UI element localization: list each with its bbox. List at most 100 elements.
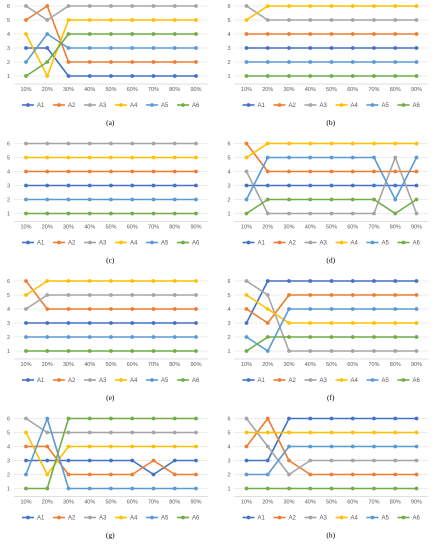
data-point-a2 [350, 169, 355, 174]
x-tick-label: 80% [390, 225, 401, 231]
data-point-a4 [130, 444, 135, 449]
legend-label: A2 [68, 103, 76, 109]
legend-marker [308, 240, 313, 245]
data-point-a4 [287, 430, 291, 435]
legend-label: A5 [382, 241, 390, 247]
data-point-a4 [393, 430, 398, 435]
data-point-a4 [393, 4, 398, 8]
data-point-a2 [87, 307, 92, 311]
data-point-a6 [287, 74, 291, 78]
data-point-a1 [24, 183, 28, 188]
y-tick-label: 6 [227, 4, 230, 10]
data-point-a5 [45, 416, 50, 421]
data-point-a3 [24, 4, 28, 8]
data-point-a3 [109, 430, 113, 435]
data-point-a1 [329, 279, 334, 283]
data-point-a4 [172, 18, 177, 22]
data-point-a4 [130, 18, 135, 22]
legend-label: A6 [192, 103, 200, 109]
data-point-a5 [151, 335, 156, 339]
data-point-a6 [151, 349, 156, 353]
data-point-a6 [265, 74, 270, 78]
data-point-a4 [24, 293, 28, 297]
data-point-a6 [287, 335, 291, 339]
data-point-a4 [45, 74, 50, 78]
data-point-a3 [66, 430, 71, 435]
data-point-a1 [287, 416, 291, 421]
data-point-a5 [45, 32, 50, 36]
data-point-a1 [372, 46, 376, 50]
data-point-a1 [393, 416, 398, 421]
legend-marker [401, 103, 406, 107]
data-point-a2 [244, 32, 249, 36]
data-point-a5 [194, 335, 198, 339]
data-point-a3 [287, 349, 291, 353]
y-tick-label: 5 [7, 293, 10, 299]
x-tick-label: 40% [305, 225, 316, 231]
x-tick-label: 90% [411, 225, 422, 231]
series-line-a5 [25, 417, 196, 490]
data-point-a1 [350, 46, 355, 50]
data-point-a1 [66, 321, 71, 325]
data-point-a5 [393, 307, 398, 311]
y-tick-label: 2 [7, 473, 10, 479]
data-point-a3 [329, 211, 334, 216]
x-tick-label: 20% [42, 362, 53, 368]
data-point-a5 [45, 197, 50, 202]
data-point-a1 [308, 416, 313, 421]
data-point-a6 [329, 486, 334, 491]
data-point-a3 [414, 349, 419, 353]
data-point-a3 [45, 430, 50, 435]
legend-label: A1 [37, 241, 45, 247]
data-point-a5 [329, 155, 334, 160]
legend-marker [339, 240, 344, 245]
data-point-a6 [130, 416, 135, 421]
data-point-a3 [109, 4, 113, 8]
x-tick-label: 30% [283, 500, 294, 506]
data-point-a4 [265, 430, 270, 435]
data-point-a3 [24, 416, 28, 421]
data-point-a6 [24, 211, 28, 216]
data-point-a2 [308, 472, 313, 477]
data-point-a4 [329, 4, 334, 8]
legend-marker [150, 240, 154, 245]
series-line-a4 [25, 280, 196, 296]
data-point-a5 [66, 197, 71, 202]
legend-label: A1 [258, 516, 266, 522]
legend-marker [246, 515, 251, 520]
data-point-a4 [287, 141, 291, 146]
data-point-a6 [172, 211, 177, 216]
data-point-a1 [287, 183, 291, 188]
data-point-a5 [24, 197, 28, 202]
data-point-a3 [244, 4, 249, 8]
data-point-a4 [244, 155, 249, 160]
y-tick-label: 1 [227, 487, 230, 493]
data-point-a1 [393, 183, 398, 188]
data-point-a5 [109, 46, 113, 50]
data-point-a2 [350, 472, 355, 477]
x-tick-label: 40% [84, 362, 95, 368]
data-point-a4 [151, 444, 156, 449]
data-point-a1 [372, 183, 376, 188]
data-point-a2 [265, 321, 270, 325]
legend-label: A6 [413, 241, 421, 247]
data-point-a6 [372, 74, 376, 78]
data-point-a3 [130, 141, 135, 146]
data-point-a6 [372, 486, 376, 491]
data-point-a4 [350, 4, 355, 8]
data-point-a5 [329, 60, 334, 64]
legend-marker [246, 240, 251, 245]
x-tick-label: 40% [84, 225, 95, 231]
data-point-a5 [265, 60, 270, 64]
data-point-a1 [308, 46, 313, 50]
legend-marker [26, 103, 30, 107]
x-tick-label: 50% [105, 362, 116, 368]
y-tick-label: 4 [7, 32, 10, 38]
legend-label: A2 [289, 516, 297, 522]
data-point-a4 [287, 321, 291, 325]
y-tick-label: 4 [227, 170, 230, 176]
x-tick-label: 40% [305, 87, 316, 93]
data-point-a2 [172, 60, 177, 64]
data-point-a6 [414, 335, 419, 339]
legend-label: A4 [351, 103, 359, 109]
